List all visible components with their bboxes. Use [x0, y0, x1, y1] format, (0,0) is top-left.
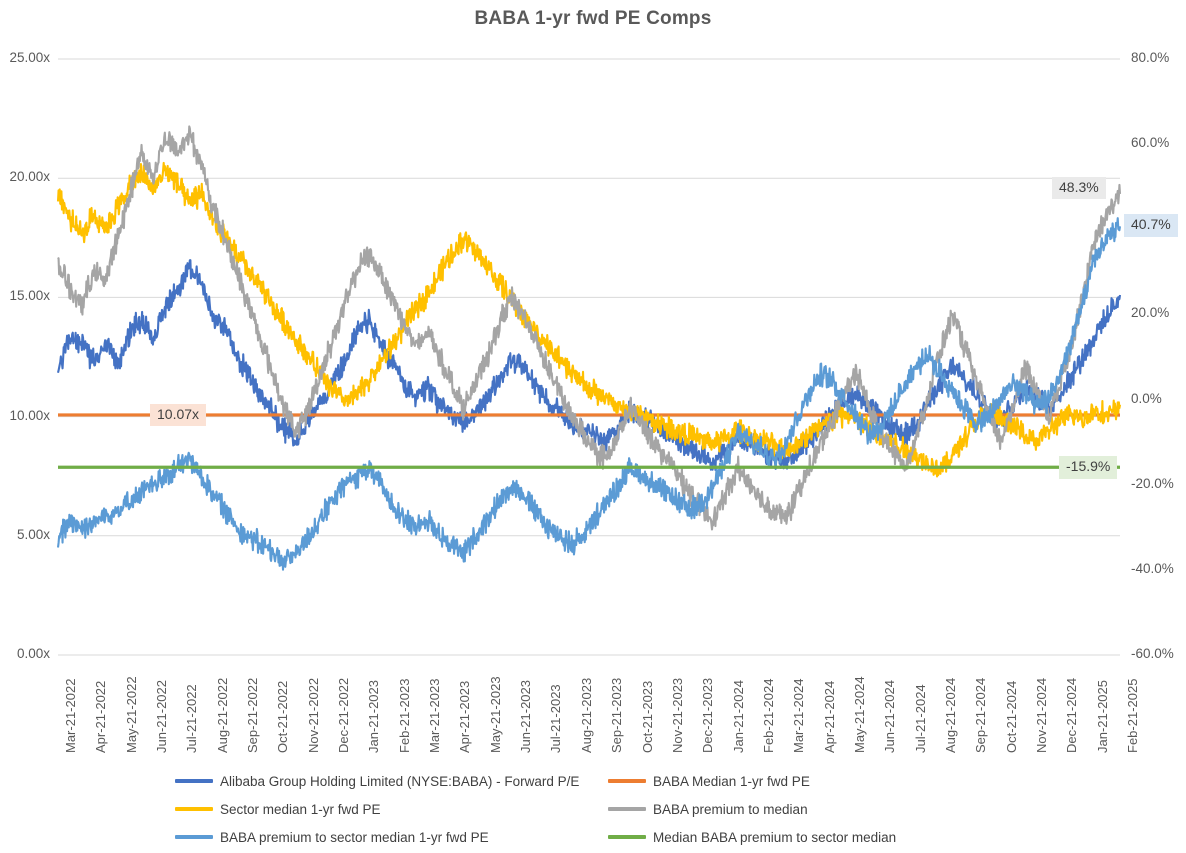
legend-swatch-icon	[608, 835, 646, 839]
x-axis-tick: May-21-2022	[123, 676, 139, 753]
x-axis-tick: Mar-21-2023	[427, 678, 443, 753]
legend-row: BABA premium to sector median 1-yr fwd P…	[175, 824, 1135, 850]
x-axis-tick: Jun-21-2022	[154, 680, 170, 753]
legend-label: BABA premium to median	[653, 801, 808, 817]
x-axis-tick: Aug-21-2024	[942, 677, 958, 753]
y-axis-left-tick: 20.00x	[9, 169, 50, 185]
legend-swatch-icon	[175, 835, 213, 839]
x-axis-tick: Jun-21-2024	[882, 680, 898, 753]
x-axis-tick: Nov-21-2022	[305, 677, 321, 753]
legend-item-sector-median[interactable]: Sector median 1-yr fwd PE	[175, 796, 381, 822]
x-axis-tick: Feb-21-2024	[760, 678, 776, 753]
y-axis-right-tick: 0.0%	[1131, 390, 1162, 406]
x-axis-tick: Nov-21-2024	[1033, 677, 1049, 753]
x-axis-tick: Sep-21-2022	[245, 677, 261, 753]
x-axis-tick: Mar-21-2022	[63, 678, 78, 753]
legend-swatch-icon	[175, 779, 213, 783]
legend-row: Alibaba Group Holding Limited (NYSE:BABA…	[175, 768, 1135, 794]
legend-label: BABA Median 1-yr fwd PE	[653, 773, 810, 789]
legend-item-premium-to-median[interactable]: BABA premium to median	[608, 796, 808, 822]
x-axis-tick: Nov-21-2023	[669, 677, 685, 753]
legend-label: BABA premium to sector median 1-yr fwd P…	[220, 829, 489, 845]
x-axis-tick: Oct-21-2024	[1003, 680, 1019, 753]
series-line	[57, 125, 1122, 531]
x-axis-tick: Mar-21-2024	[791, 678, 807, 753]
y-axis-right-tick: 60.0%	[1131, 135, 1170, 151]
x-axis-tick: Sep-21-2023	[609, 677, 625, 753]
chart-title: BABA 1-yr fwd PE Comps	[474, 8, 712, 29]
x-axis-tick: May-21-2023	[487, 676, 503, 753]
y-axis-left-tick: 25.00x	[9, 50, 50, 65]
legend-item-baba-forward-pe[interactable]: Alibaba Group Holding Limited (NYSE:BABA…	[175, 768, 579, 794]
x-axis-tick: Jun-21-2023	[518, 680, 534, 753]
x-axis-tick: Aug-21-2022	[214, 677, 230, 753]
series-line	[56, 161, 1122, 478]
series-line	[56, 217, 1122, 571]
y-axis-right-tick: -40.0%	[1131, 560, 1174, 576]
x-axis-tick: Apr-21-2023	[457, 680, 473, 753]
x-axis-tick: Jan-21-2024	[730, 680, 746, 753]
y-axis-right-tick: 20.0%	[1131, 305, 1170, 321]
y-axis-right-tick: -60.0%	[1131, 646, 1174, 661]
x-axis-tick: Oct-21-2022	[275, 680, 291, 753]
x-axis-tick: Jul-21-2024	[912, 684, 928, 753]
y-axis-left-tick: 0.00x	[16, 646, 50, 661]
y-axis-right-tick: 80.0%	[1131, 50, 1170, 65]
series-line	[56, 259, 1122, 471]
x-axis-tick: Apr-21-2024	[821, 680, 837, 753]
x-axis-tick: Oct-21-2023	[639, 680, 655, 753]
legend-label: Alibaba Group Holding Limited (NYSE:BABA…	[220, 773, 580, 789]
x-axis-tick: Jul-21-2023	[548, 684, 564, 753]
x-axis-tick: Dec-21-2022	[336, 677, 352, 753]
legend-item-baba-median[interactable]: BABA Median 1-yr fwd PE	[608, 768, 810, 794]
x-axis-tick: Dec-21-2023	[700, 677, 716, 753]
x-axis-tick: Feb-21-2025	[1125, 678, 1140, 753]
x-axis-tick: Feb-21-2023	[396, 678, 412, 753]
y-axis-left-tick: 5.00x	[16, 526, 50, 542]
data-label-premium-to-median: 48.3%	[1052, 177, 1106, 200]
legend-swatch-icon	[175, 807, 213, 811]
legend-swatch-icon	[608, 779, 646, 783]
data-label-median-premium: -15.9%	[1059, 456, 1118, 479]
chart-legend: Alibaba Group Holding Limited (NYSE:BABA…	[175, 768, 1135, 850]
x-axis-tick: Jan-21-2023	[366, 680, 382, 753]
legend-item-premium-to-sector-median[interactable]: BABA premium to sector median 1-yr fwd P…	[175, 824, 489, 850]
x-axis-tick: Apr-21-2022	[93, 680, 109, 753]
x-axis-tick: Dec-21-2024	[1064, 677, 1080, 753]
data-label-premium-to-sector: 40.7%	[1124, 214, 1178, 237]
y-axis-right-tick: -20.0%	[1131, 475, 1174, 491]
legend-item-median-premium-to-sector[interactable]: Median BABA premium to sector median	[608, 824, 896, 850]
x-axis-tick: Jul-21-2022	[184, 684, 200, 753]
data-label-baba-median: 10.07x	[150, 403, 207, 427]
legend-label: Median BABA premium to sector median	[653, 829, 897, 845]
x-axis-tick: Sep-21-2024	[973, 677, 989, 753]
legend-row: Sector median 1-yr fwd PE BABA premium t…	[175, 796, 1135, 822]
legend-swatch-icon	[608, 807, 646, 811]
y-axis-left-tick: 10.00x	[9, 407, 50, 423]
x-axis-tick: May-21-2024	[851, 676, 867, 753]
legend-label: Sector median 1-yr fwd PE	[220, 801, 381, 817]
y-axis-left-tick: 15.00x	[9, 288, 50, 304]
x-axis-tick: Jan-21-2025	[1094, 680, 1110, 753]
x-axis-tick: Aug-21-2023	[578, 677, 594, 753]
